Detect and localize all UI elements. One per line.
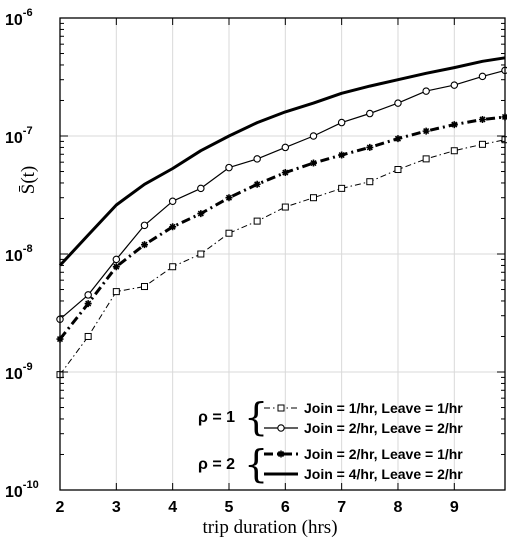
minor-ticks	[59, 18, 505, 491]
legend-entry: Join = 2/hr, Leave = 1/hr	[264, 446, 463, 462]
data-point	[225, 229, 233, 237]
gridlines	[60, 18, 505, 490]
legend-marker	[277, 424, 285, 432]
x-axis-title: trip duration (hrs)	[202, 517, 337, 538]
data-point	[112, 263, 120, 271]
data-point	[84, 300, 92, 308]
data-point	[253, 217, 261, 225]
y-tick-label: 10-8	[5, 243, 33, 265]
data-point	[281, 203, 289, 211]
data-point	[338, 151, 346, 159]
series-line	[59, 69, 506, 320]
data-point	[140, 283, 148, 291]
legend-label: Join = 4/hr, Leave = 2/hr	[304, 466, 463, 482]
data-point	[197, 184, 205, 193]
data-point	[253, 155, 261, 163]
legend-brace-rho-2: {	[244, 442, 268, 486]
series-3	[56, 113, 507, 343]
data-point	[281, 169, 289, 177]
data-point	[501, 113, 507, 121]
data-point	[140, 221, 149, 230]
data-point	[140, 241, 148, 249]
series-line	[58, 56, 506, 267]
data-point	[394, 166, 402, 174]
legend: ρ = 1 { ρ = 2 { Join = 1/hr, Leave = 1/h…	[198, 395, 463, 486]
data-point	[169, 263, 177, 271]
data-point	[168, 197, 177, 205]
data-point	[422, 87, 430, 95]
y-tick-label: 10-10	[5, 479, 39, 501]
data-point	[84, 332, 92, 340]
y-tick-label: 10-9	[5, 361, 33, 383]
x-tick-label: 9	[450, 499, 459, 516]
legend-brace-rho-1: {	[244, 395, 268, 439]
y-axis-title: S̄(t)	[18, 166, 39, 195]
y-tick-label: 10-6	[5, 7, 33, 29]
data-point	[422, 127, 430, 135]
x-tick-label: 2	[56, 499, 65, 516]
data-point	[309, 194, 317, 202]
x-tick-label: 8	[394, 499, 403, 516]
series-line	[58, 115, 506, 341]
legend-entry: Join = 2/hr, Leave = 2/hr	[264, 420, 463, 436]
data-point	[112, 255, 121, 264]
legend-label: Join = 1/hr, Leave = 1/hr	[304, 400, 463, 416]
data-point	[169, 223, 177, 231]
series-2	[56, 66, 507, 323]
data-point	[394, 99, 402, 107]
data-point	[337, 118, 346, 127]
series-4	[58, 56, 506, 267]
data-point	[197, 250, 205, 258]
data-point	[281, 143, 290, 152]
x-tick-label: 4	[168, 499, 177, 516]
data-point	[366, 178, 374, 186]
x-tick-labels: 2 3 4 5 6 7 8 9	[56, 499, 459, 516]
legend-group-label-rho-1: ρ = 1	[198, 409, 235, 426]
series-lines	[56, 56, 507, 379]
y-tick-labels: 10-10 10-9 10-8 10-7 10-6	[5, 7, 39, 501]
legend-entry: Join = 1/hr, Leave = 1/hr	[264, 400, 463, 416]
y-tick-label: 10-7	[5, 125, 33, 147]
data-point	[225, 194, 233, 202]
legend-label: Join = 2/hr, Leave = 2/hr	[304, 420, 463, 436]
data-point	[309, 159, 317, 167]
series-line	[59, 139, 506, 375]
data-point	[478, 72, 487, 81]
data-point	[422, 155, 430, 163]
data-point	[478, 140, 486, 148]
data-point	[309, 132, 318, 140]
data-point	[366, 143, 374, 151]
data-point	[450, 81, 459, 89]
data-point	[84, 291, 92, 299]
data-point	[366, 109, 374, 118]
x-tick-label: 3	[112, 499, 121, 516]
data-point	[478, 115, 486, 123]
data-point	[338, 184, 346, 192]
data-point	[394, 135, 402, 143]
data-point	[253, 180, 261, 188]
data-point	[450, 121, 458, 129]
data-point	[112, 288, 120, 296]
legend-marker	[277, 404, 285, 412]
data-point	[450, 147, 458, 155]
legend-group-label-rho-2: ρ = 2	[198, 456, 235, 473]
x-tick-label: 5	[225, 499, 234, 516]
legend-entry: Join = 4/hr, Leave = 2/hr	[264, 466, 463, 482]
x-tick-label: 7	[337, 499, 346, 516]
x-tick-label: 6	[281, 499, 290, 516]
data-point	[197, 210, 205, 218]
data-point	[225, 163, 233, 172]
legend-label: Join = 2/hr, Leave = 1/hr	[304, 446, 463, 462]
legend-marker	[277, 450, 285, 458]
